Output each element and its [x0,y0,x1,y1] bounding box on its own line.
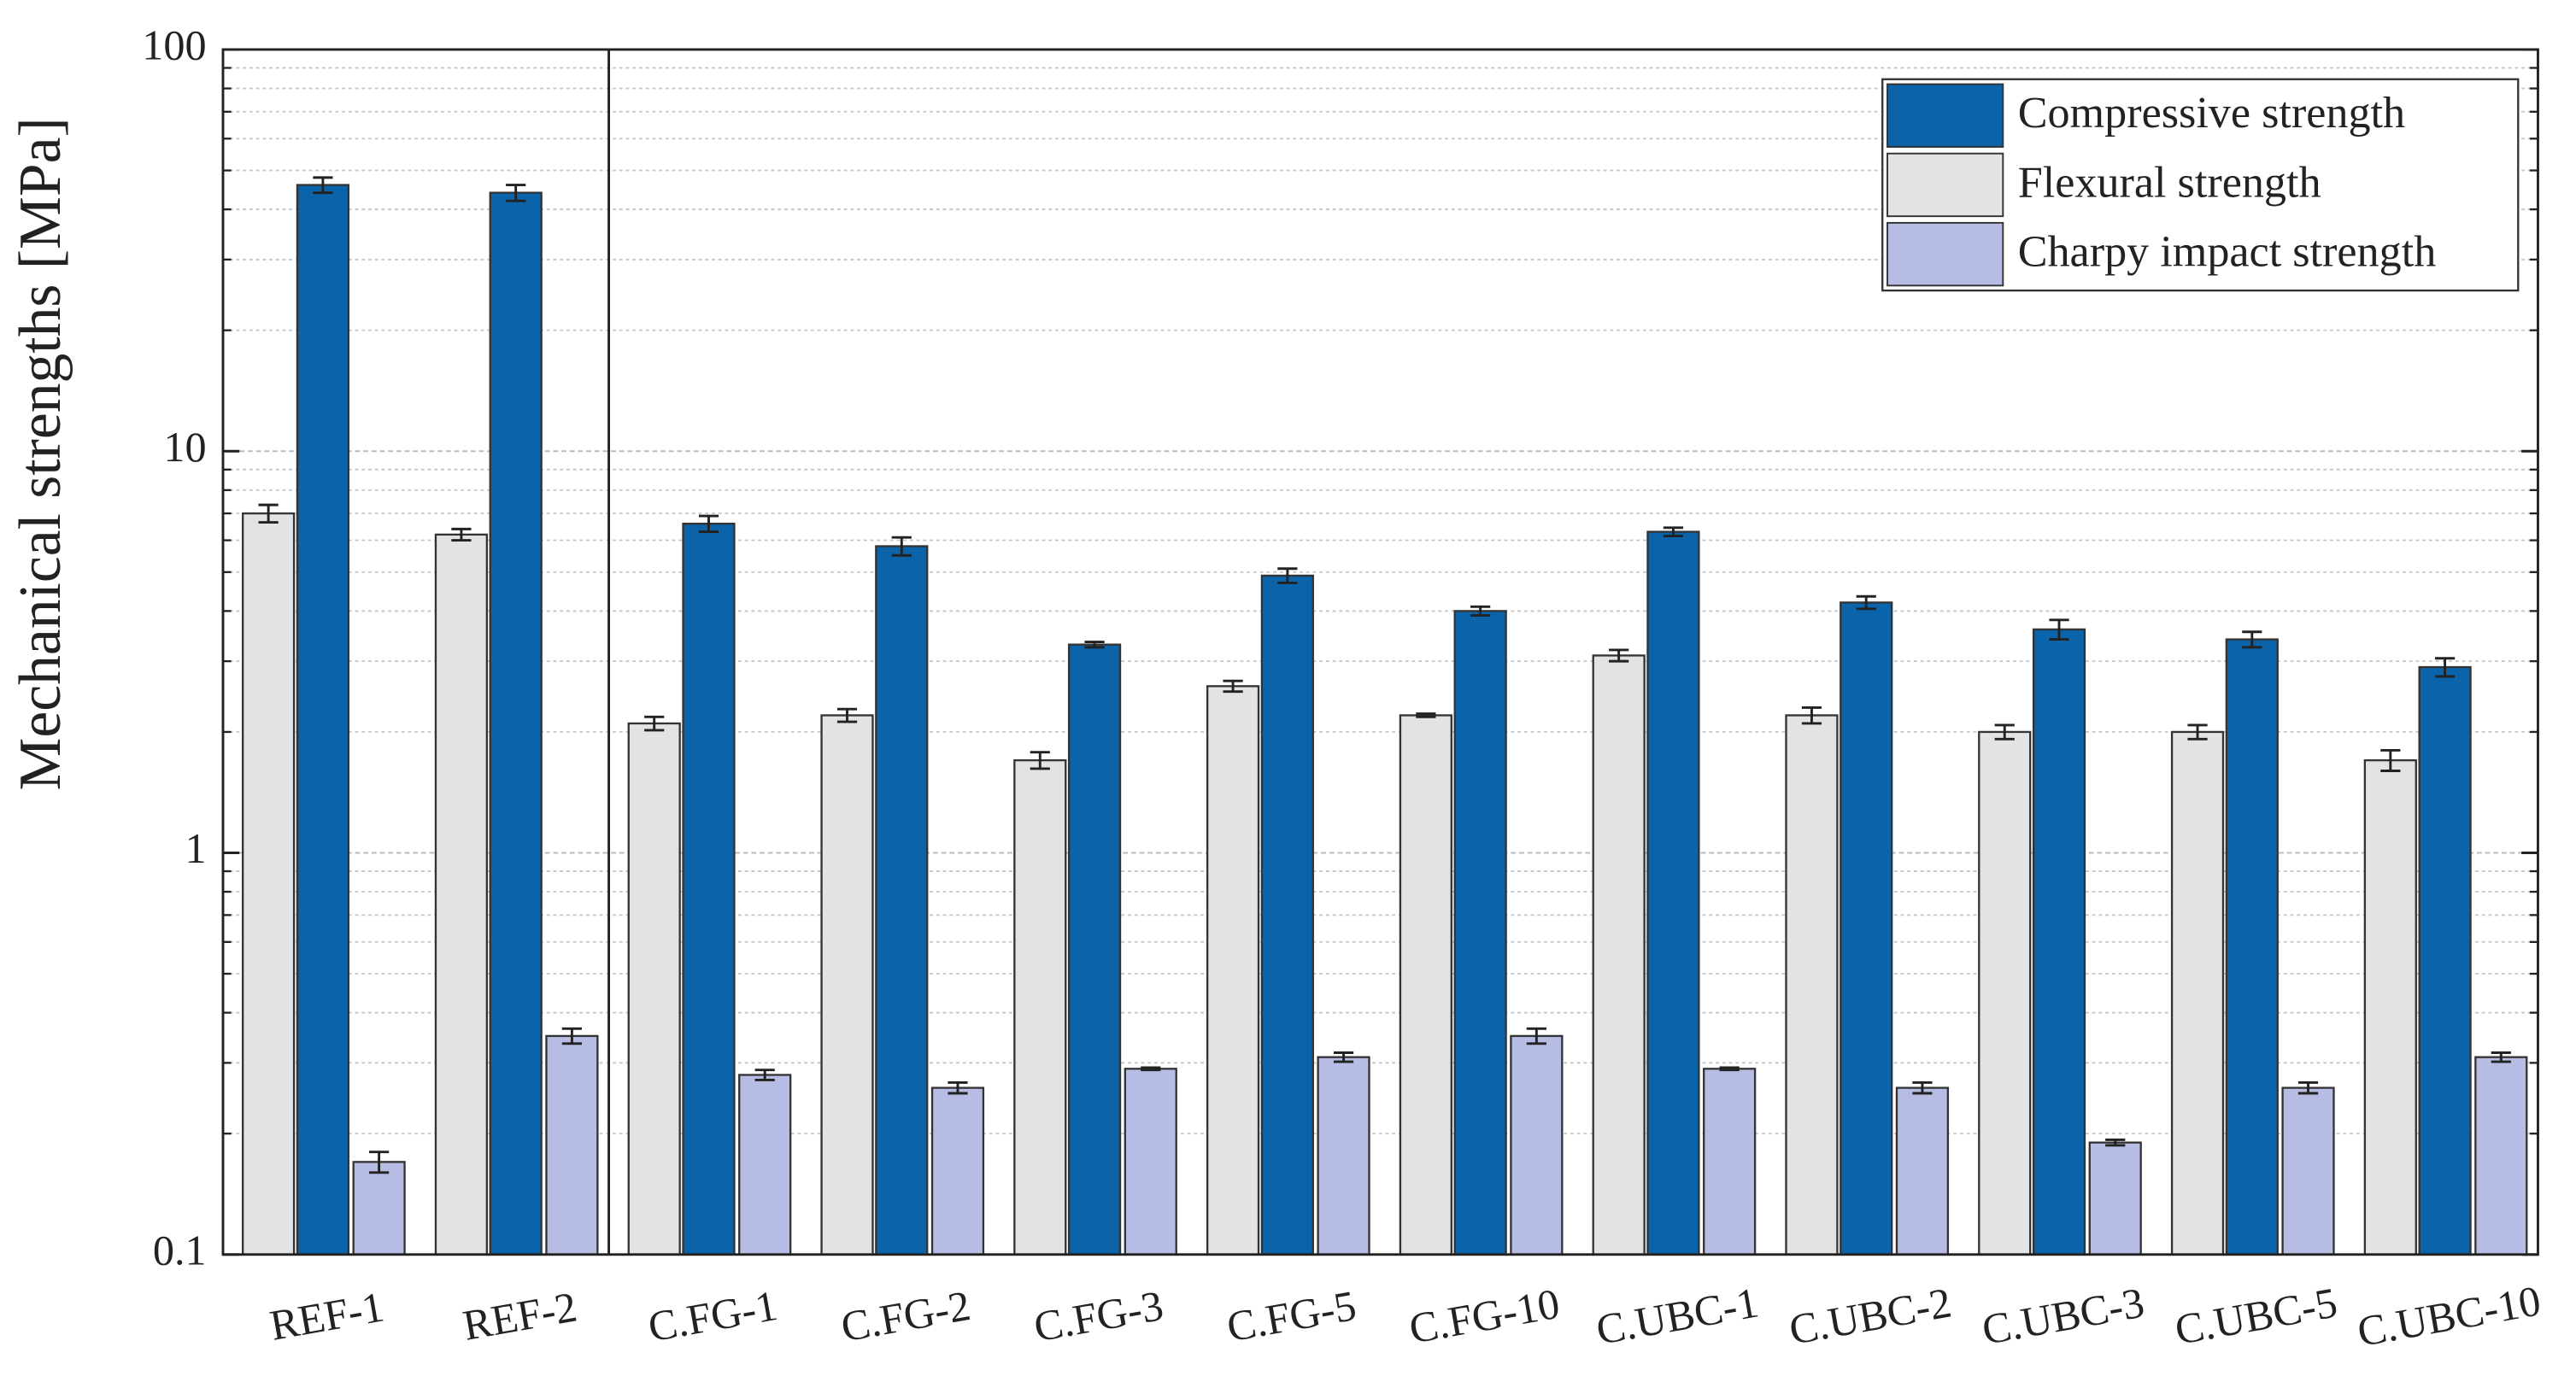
error-bar [1084,641,1105,649]
bar [1124,1068,1177,1256]
error-bar [644,715,665,732]
bar [242,512,296,1256]
x-tick-label: C.FG-5 [1223,1281,1360,1351]
bar [2281,1086,2335,1256]
bar [738,1074,792,1256]
error-bar [1223,679,1243,694]
bar [2418,665,2472,1256]
legend-label: Compressive strength [2018,89,2405,138]
x-tick-label: C.UBC-3 [1979,1279,2148,1354]
bar [2170,730,2225,1256]
bar [2363,758,2417,1256]
bar [2474,1056,2528,1256]
error-bar [948,1080,968,1095]
error-bar [2049,618,2069,641]
bar [1840,601,1893,1256]
error-bar [836,707,858,723]
error-bar [1719,1066,1740,1072]
bar [1592,654,1646,1256]
x-tick-label: REF-2 [460,1282,581,1349]
x-tick-label: C.FG-2 [837,1281,974,1351]
bar [1317,1056,1370,1256]
error-bar [2435,657,2456,678]
error-bar [2187,723,2208,741]
legend-swatch [1887,83,2004,148]
x-tick-label: REF-1 [267,1282,388,1349]
y-tick-label: 0.1 [153,1226,207,1274]
bar [2032,628,2086,1256]
error-bar [1526,1027,1546,1045]
legend-swatch [1887,152,2004,218]
bar [352,1161,406,1256]
error-bar [1416,712,1436,718]
x-tick-label: C.UBC-1 [1593,1279,1762,1354]
error-bar [1470,605,1491,617]
error-bar [698,514,719,534]
y-axis-label: Mechanical strengths [MPa] [8,117,73,790]
x-tick-label: C.FG-1 [644,1281,781,1351]
y-tick-label: 100 [142,21,206,69]
x-tick-label: C.FG-10 [1405,1279,1563,1353]
bar [489,191,543,1256]
error-bar [1609,648,1629,663]
error-bar [506,184,526,202]
bar [1067,643,1122,1256]
bar [1646,530,1700,1256]
bar [545,1034,599,1256]
bar [1399,714,1452,1256]
error-bar [2297,1080,2319,1095]
error-bar [258,503,279,524]
x-tick-label: C.FG-3 [1030,1281,1167,1351]
plot-frame [221,48,2539,1256]
x-tick-label: C.UBC-10 [2354,1276,2544,1356]
legend-swatch [1887,221,2004,287]
error-bar [754,1069,775,1081]
error-bar [313,176,333,195]
error-bar [891,536,912,557]
error-bar [1333,1051,1354,1063]
bar [682,522,736,1256]
legend-label: Flexural strength [2018,158,2321,207]
bar [1260,574,1314,1256]
bar [1895,1086,1950,1256]
error-bar [1030,751,1050,770]
bar [1978,730,2032,1256]
bar [434,533,489,1256]
error-bar [1801,706,1822,725]
error-bar [2491,1051,2511,1063]
error-bar [1663,526,1684,537]
error-bar [369,1151,390,1174]
error-bar [451,527,472,542]
error-bar [1912,1080,1933,1095]
bar [1703,1068,1757,1256]
bar [627,722,681,1256]
bar [1206,685,1260,1256]
bar [2088,1141,2142,1256]
bar [1510,1034,1564,1256]
error-bar [1141,1066,1161,1072]
legend-label: Charpy impact strength [2018,228,2437,277]
x-tick-label: C.UBC-2 [1786,1279,1955,1354]
error-bar [561,1027,582,1045]
bar [875,545,929,1256]
error-bar [2242,630,2262,649]
bar [820,714,874,1256]
bar [296,184,350,1256]
error-bar [2105,1139,2126,1147]
y-tick-label: 1 [185,824,207,872]
error-bar [2380,749,2401,772]
error-bar [1277,567,1298,584]
bar [1785,714,1839,1256]
bar [1453,610,1507,1256]
error-bar [1856,594,1876,611]
bar [2225,638,2279,1256]
bar [930,1086,985,1256]
x-tick-label: C.UBC-5 [2171,1279,2340,1354]
error-bar [1994,723,2015,741]
bar [1013,758,1067,1256]
y-tick-label: 10 [163,423,206,471]
